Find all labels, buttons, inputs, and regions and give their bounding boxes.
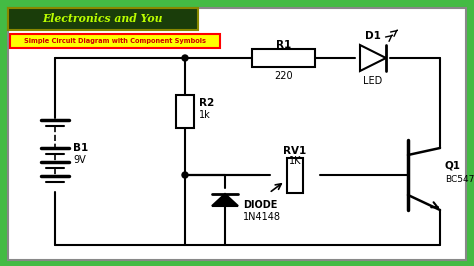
- Bar: [8, 8, 198, 30]
- Text: RV1: RV1: [283, 146, 307, 156]
- Text: B1: B1: [73, 143, 88, 153]
- Bar: [252, 49, 315, 67]
- Text: Simple Circuit Diagram with Component Symbols: Simple Circuit Diagram with Component Sy…: [24, 38, 206, 44]
- Text: Electronics and You: Electronics and You: [43, 14, 163, 24]
- Text: 1k: 1k: [199, 110, 211, 120]
- Text: 1K: 1K: [289, 156, 301, 166]
- Text: BC547: BC547: [445, 176, 474, 185]
- Text: 220: 220: [274, 71, 293, 81]
- Text: D1: D1: [365, 31, 381, 41]
- Polygon shape: [212, 194, 238, 206]
- Circle shape: [182, 55, 188, 61]
- Text: R2: R2: [199, 98, 214, 108]
- Text: R1: R1: [276, 40, 291, 50]
- Polygon shape: [360, 45, 386, 71]
- Circle shape: [182, 172, 188, 178]
- Text: Q1: Q1: [445, 160, 461, 170]
- Bar: [176, 95, 194, 128]
- Text: 9V: 9V: [73, 155, 86, 165]
- Bar: [287, 158, 303, 193]
- Text: DIODE: DIODE: [243, 200, 277, 210]
- Text: LED: LED: [364, 76, 383, 86]
- Bar: [10, 34, 220, 48]
- Text: 1N4148: 1N4148: [243, 212, 281, 222]
